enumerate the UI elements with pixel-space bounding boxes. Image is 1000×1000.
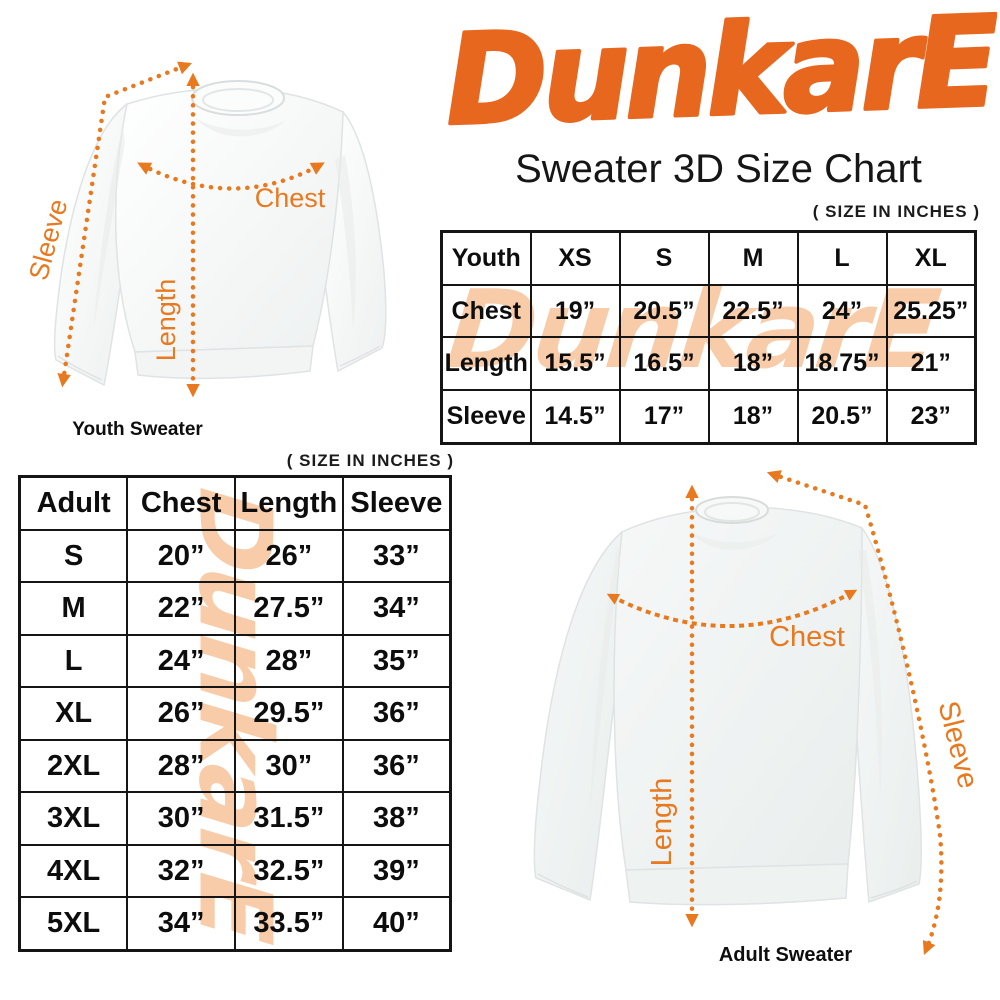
youth-table-header-row: Youth XS S M L XL bbox=[440, 230, 977, 286]
youth-table-cell: 15.5” bbox=[529, 336, 621, 392]
adult-table-cell: 33.5” bbox=[234, 896, 344, 952]
adult-table-row: L 24” 28” 35” bbox=[18, 633, 452, 689]
youth-table-cell: 21” bbox=[885, 336, 977, 392]
adult-table-cell: 38” bbox=[341, 791, 452, 846]
adult-table-cell: 36” bbox=[341, 738, 452, 794]
youth-table-row: Chest 19” 20.5” 22.5” 24” 25.25” bbox=[440, 283, 977, 339]
youth-table-cell: 18.75” bbox=[796, 336, 888, 392]
adult-row-label: XL bbox=[18, 686, 129, 741]
youth-diagram-caption: Youth Sweater bbox=[72, 419, 203, 440]
adult-table-cell: 27.5” bbox=[234, 581, 344, 636]
adult-table-cell: 22” bbox=[126, 581, 236, 636]
brand-logo-text: DunkarE bbox=[444, 2, 997, 148]
adult-sweater-diagram: Length Sleeve Chest bbox=[460, 450, 1000, 980]
youth-table-cell: 20.5” bbox=[796, 389, 888, 445]
adult-table-cell: 24” bbox=[126, 633, 236, 689]
youth-row-label: Chest bbox=[440, 283, 532, 339]
youth-table-section: DunkarE Youth XS S M L XL Chest 19” 20.5… bbox=[440, 230, 977, 445]
youth-table-header-cell: L bbox=[796, 230, 888, 286]
adult-table-cell: 30” bbox=[234, 738, 344, 794]
adult-table-cell: 40” bbox=[341, 896, 452, 952]
adult-table-cell: 33” bbox=[341, 528, 452, 584]
adult-table-header-row: Adult Chest Length Sleeve bbox=[18, 475, 452, 531]
youth-sweater-image bbox=[53, 80, 387, 387]
adult-row-label: 3XL bbox=[18, 791, 129, 846]
adult-table-row: 5XL 34” 33.5” 40” bbox=[18, 896, 452, 952]
adult-table-row: 4XL 32” 32.5” 39” bbox=[18, 843, 452, 899]
youth-sweater-diagram: Length Sleeve Chest bbox=[5, 40, 435, 440]
adult-table-cell: 34” bbox=[126, 896, 236, 952]
youth-table-cell: 14.5” bbox=[529, 389, 621, 445]
adult-table-cell: 32.5” bbox=[234, 843, 344, 899]
youth-table-row: Length 15.5” 16.5” 18” 18.75” 21” bbox=[440, 336, 977, 392]
adult-row-label: 2XL bbox=[18, 738, 129, 794]
adult-table-cell: 26” bbox=[234, 528, 344, 584]
youth-row-label: Sleeve bbox=[440, 389, 532, 445]
adult-row-label: L bbox=[18, 633, 129, 689]
adult-table-row: XL 26” 29.5” 36” bbox=[18, 686, 452, 741]
adult-table-header-cell: Chest bbox=[126, 475, 236, 531]
adult-table-cell: 31.5” bbox=[234, 791, 344, 846]
adult-table-cell: 28” bbox=[234, 633, 344, 689]
adult-table-cell: 26” bbox=[126, 686, 236, 741]
adult-table-row: 2XL 28” 30” 36” bbox=[18, 738, 452, 794]
adult-table-cell: 29.5” bbox=[234, 686, 344, 741]
youth-table-cell: 24” bbox=[796, 283, 888, 339]
adult-table-header-cell: Sleeve bbox=[341, 475, 452, 531]
brand-logo: DunkarE bbox=[442, 2, 997, 148]
youth-table-cell: 23” bbox=[885, 389, 977, 445]
adult-table-section: DunkarE Adult Chest Length Sleeve S 20” … bbox=[18, 475, 452, 952]
adult-table-cell: 28” bbox=[126, 738, 236, 794]
adult-size-note: ( SIZE IN INCHES ) bbox=[286, 451, 454, 470]
adult-table-cell: 35” bbox=[341, 633, 452, 689]
youth-table-header-cell: S bbox=[618, 230, 710, 286]
adult-table-row: 3XL 30” 31.5” 38” bbox=[18, 791, 452, 846]
youth-size-table: Youth XS S M L XL Chest 19” 20.5” 22.5” … bbox=[440, 230, 977, 445]
adult-table-row: S 20” 26” 33” bbox=[18, 528, 452, 584]
youth-table-header-cell: M bbox=[707, 230, 799, 286]
youth-table-cell: 25.25” bbox=[885, 283, 977, 339]
adult-sweater-art bbox=[533, 496, 922, 906]
youth-table-header-cell: Youth bbox=[440, 230, 532, 286]
adult-row-label: S bbox=[18, 528, 129, 584]
adult-table-cell: 36” bbox=[341, 686, 452, 741]
youth-table-header-cell: XL bbox=[885, 230, 977, 286]
youth-row-label: Length bbox=[440, 336, 532, 392]
youth-table-row: Sleeve 14.5” 17” 18” 20.5” 23” bbox=[440, 389, 977, 445]
adult-sweater-image bbox=[533, 496, 922, 906]
youth-table-cell: 18” bbox=[707, 389, 799, 445]
youth-size-note: ( SIZE IN INCHES ) bbox=[812, 202, 980, 221]
page-title: Sweater 3D Size Chart bbox=[515, 147, 922, 191]
adult-table-cell: 34” bbox=[341, 581, 452, 636]
adult-row-label: 5XL bbox=[18, 896, 129, 952]
adult-diagram-caption: Adult Sweater bbox=[718, 944, 853, 966]
adult-table-row: M 22” 27.5” 34” bbox=[18, 581, 452, 636]
youth-table-cell: 19” bbox=[529, 283, 621, 339]
youth-table-cell: 16.5” bbox=[618, 336, 710, 392]
adult-row-label: M bbox=[18, 581, 129, 636]
youth-table-cell: 20.5” bbox=[618, 283, 710, 339]
youth-table-cell: 18” bbox=[707, 336, 799, 392]
adult-table-cell: 30” bbox=[126, 791, 236, 846]
adult-table-cell: 39” bbox=[341, 843, 452, 899]
adult-table-cell: 32” bbox=[126, 843, 236, 899]
youth-table-cell: 22.5” bbox=[707, 283, 799, 339]
adult-table-header-cell: Adult bbox=[18, 475, 129, 531]
adult-size-table: Adult Chest Length Sleeve S 20” 26” 33” … bbox=[18, 475, 452, 952]
adult-table-cell: 20” bbox=[126, 528, 236, 584]
youth-table-header-cell: XS bbox=[529, 230, 621, 286]
youth-sweater-art bbox=[53, 80, 387, 387]
youth-table-cell: 17” bbox=[618, 389, 710, 445]
adult-row-label: 4XL bbox=[18, 843, 129, 899]
adult-table-header-cell: Length bbox=[234, 475, 344, 531]
